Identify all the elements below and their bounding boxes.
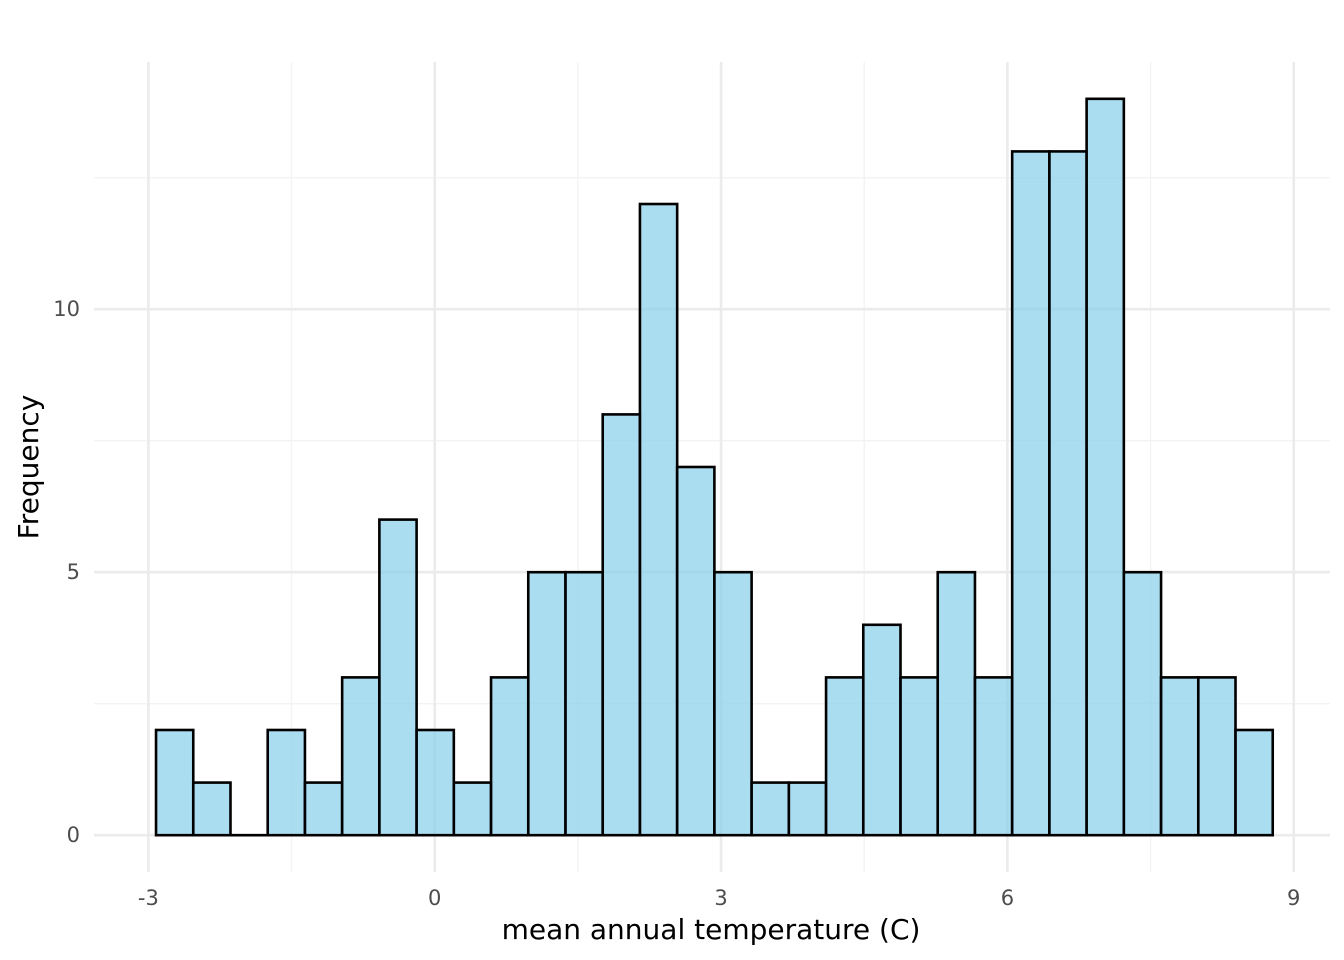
x-tick-label: 6 (1001, 886, 1014, 910)
histogram-bar (266, 728, 307, 837)
histogram-bar (154, 728, 195, 837)
x-tick-label: 9 (1287, 886, 1300, 910)
y-tick-label: 0 (67, 823, 80, 847)
histogram-bar (936, 570, 977, 837)
histogram-bar (378, 518, 418, 837)
histogram-bar (303, 781, 344, 837)
histogram-bar (564, 570, 605, 837)
histogram-bar (1122, 570, 1163, 837)
histogram-bar (489, 676, 530, 837)
histogram-bar (1234, 728, 1275, 837)
x-axis-ticks: -3 0 3 6 9 (138, 886, 1300, 910)
histogram-bar (824, 676, 865, 837)
histogram-bar (601, 413, 642, 837)
histogram-bar (675, 465, 716, 837)
x-tick-label: 0 (428, 886, 441, 910)
histogram-bar (861, 623, 902, 837)
histogram-bar (899, 676, 940, 837)
histogram-bar (713, 570, 753, 837)
x-axis-title: mean annual temperature (C) (502, 913, 921, 946)
histogram-bar (340, 676, 381, 837)
histogram-bar (191, 781, 232, 837)
x-tick-label: 3 (714, 886, 727, 910)
y-tick-label: 5 (67, 560, 80, 584)
histogram-bar (1010, 150, 1051, 837)
histogram-bar (638, 202, 679, 837)
histogram-bar (526, 570, 567, 837)
histogram-bar (750, 781, 791, 837)
histogram-bar (1048, 150, 1088, 837)
histogram-bar (973, 676, 1014, 837)
histogram-bar (1196, 676, 1237, 837)
histogram-bars (154, 97, 1275, 837)
histogram-bar (1159, 676, 1200, 837)
y-axis-ticks: 0 5 10 (53, 297, 80, 847)
histogram-bar (415, 728, 456, 837)
histogram-bar (452, 781, 493, 837)
x-tick-label: -3 (138, 886, 159, 910)
y-tick-label: 10 (53, 297, 80, 321)
y-axis-title: Frequency (12, 395, 45, 540)
histogram-bar (787, 781, 828, 837)
histogram-bar (1085, 97, 1126, 837)
